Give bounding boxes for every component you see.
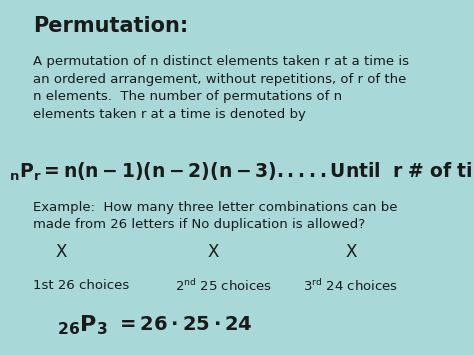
Text: 2$^{\mathregular{nd}}$ 25 choices: 2$^{\mathregular{nd}}$ 25 choices	[175, 278, 273, 294]
Text: X: X	[56, 243, 67, 261]
Text: Permutation:: Permutation:	[33, 16, 189, 36]
Text: X: X	[208, 243, 219, 261]
Text: 1st 26 choices: 1st 26 choices	[33, 279, 129, 292]
Text: 3$^{\mathregular{rd}}$ 24 choices: 3$^{\mathregular{rd}}$ 24 choices	[303, 278, 399, 294]
Text: X: X	[345, 243, 356, 261]
Text: $\mathbf{= 26\bullet25\bullet24}$: $\mathbf{= 26\bullet25\bullet24}$	[116, 316, 253, 334]
Text: A permutation of n distinct elements taken r at a time is
an ordered arrangement: A permutation of n distinct elements tak…	[33, 55, 409, 121]
Text: $\mathbf{_nP_r = n(n-1)(n-2)(n-3).....Until\ \ r\ \#\ of\ times}$: $\mathbf{_nP_r = n(n-1)(n-2)(n-3).....Un…	[9, 161, 474, 183]
Text: Example:  How many three letter combinations can be
made from 26 letters if No d: Example: How many three letter combinati…	[33, 201, 398, 231]
Text: $\mathbf{_{26}P_3}$: $\mathbf{_{26}P_3}$	[57, 313, 108, 337]
